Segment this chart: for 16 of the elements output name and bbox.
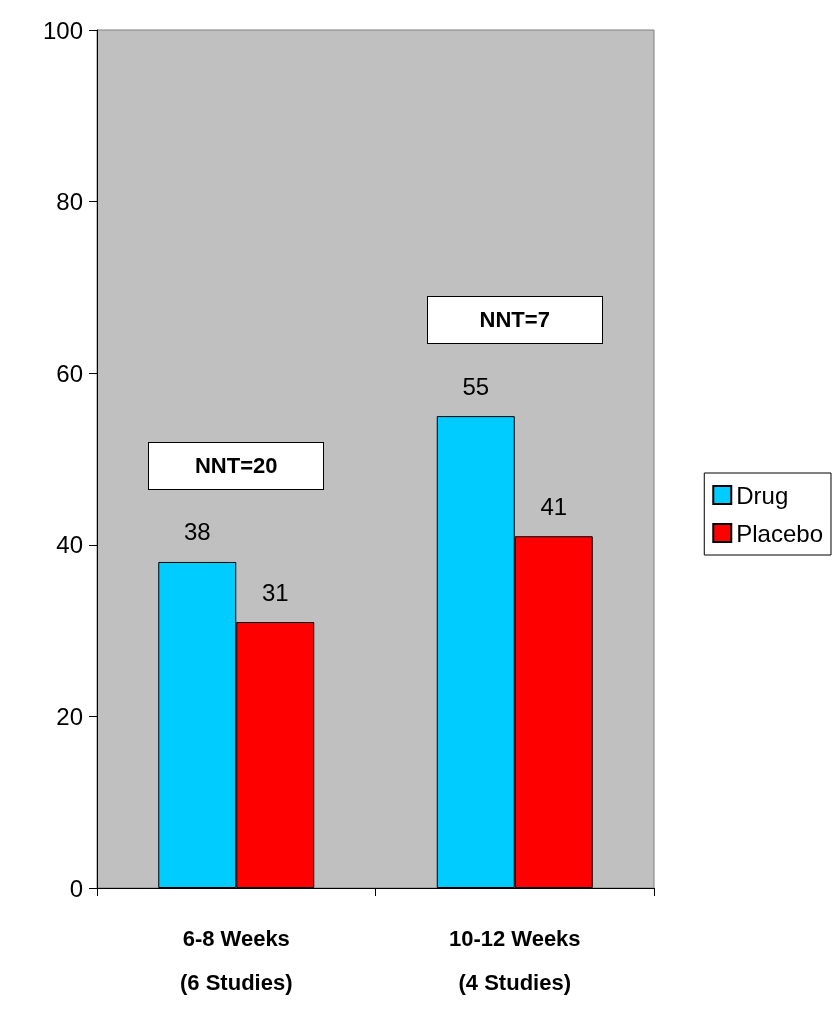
y-tick-label: 20: [56, 702, 83, 730]
x-tick-label: 10-12 Weeks (4 Studies): [448, 925, 581, 995]
y-tick-label: 0: [69, 874, 83, 902]
data-label: 38: [183, 518, 211, 546]
text-box: NNT=7: [426, 296, 603, 345]
text-box: NNT=20: [148, 441, 325, 490]
y-tick-label: 40: [56, 531, 83, 559]
data-label: 31: [261, 578, 289, 606]
y-tick-label: 60: [56, 359, 83, 387]
x-tick-label: 6-8 Weeks (6 Studies): [180, 925, 293, 995]
y-tick-label: 80: [56, 188, 83, 216]
legend-label: Placebo: [736, 519, 823, 547]
legend-label: Drug: [736, 481, 789, 509]
y-tick-label: 100: [42, 16, 83, 44]
data-label: 41: [540, 492, 568, 520]
data-label: 55: [462, 372, 490, 400]
